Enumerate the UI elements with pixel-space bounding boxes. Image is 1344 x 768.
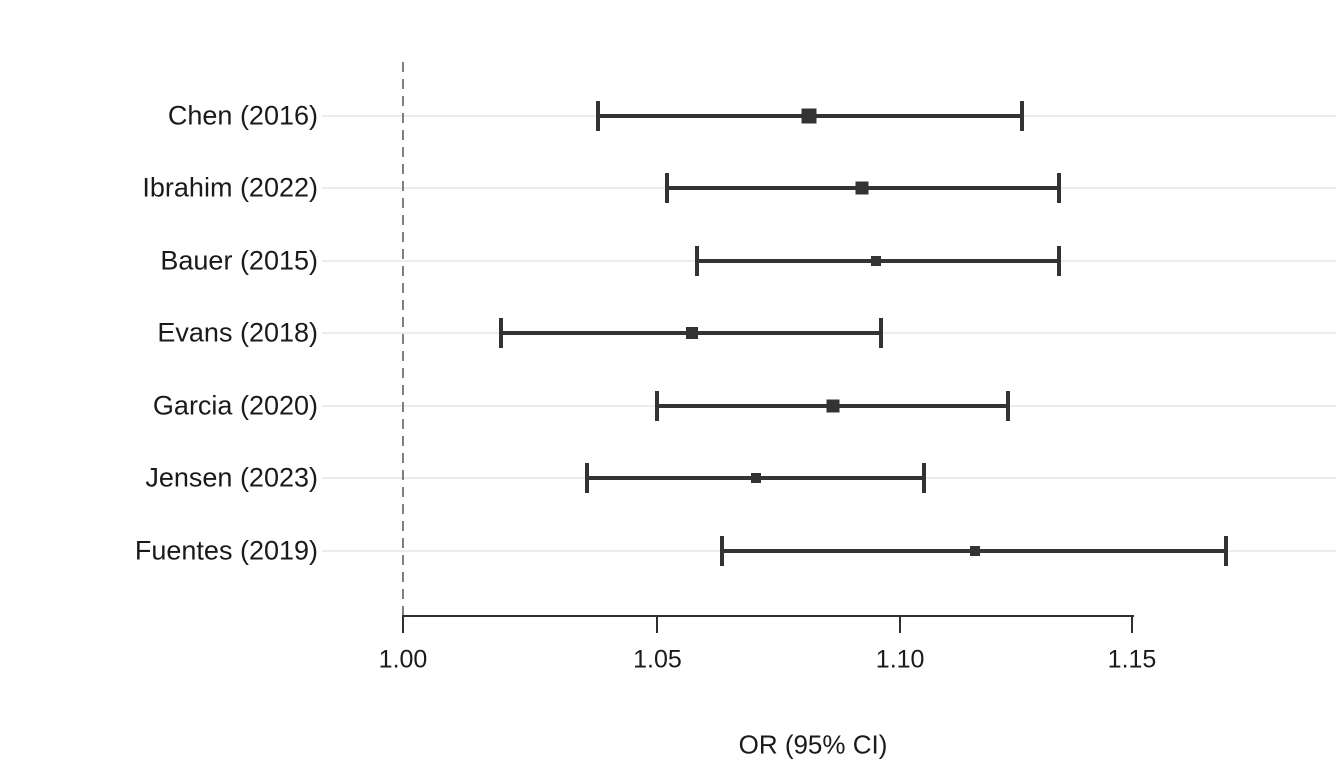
ci-cap-right (1224, 535, 1229, 566)
study-label: Fuentes (2019) (134, 535, 318, 566)
point-estimate-marker (801, 108, 817, 123)
ci-cap-left (585, 463, 590, 494)
ci-cap-left (655, 390, 660, 421)
ci-cap-left (595, 100, 600, 131)
ci-cap-right (1056, 173, 1061, 204)
ci-cap-left (719, 535, 724, 566)
study-label: Ibrahim (2022) (142, 172, 318, 203)
x-axis-tick (899, 615, 902, 633)
point-estimate-marker (871, 255, 882, 266)
ci-cap-right (1006, 390, 1011, 421)
ci-cap-right (921, 463, 926, 494)
x-axis-tick-label: 1.05 (633, 645, 682, 674)
x-axis-title: OR (95% CI) (738, 729, 888, 760)
x-axis-tick-label: 1.10 (875, 645, 925, 674)
ci-cap-right (879, 318, 884, 349)
x-axis-tick (402, 615, 404, 633)
x-axis-tick (656, 615, 659, 633)
x-axis-line (403, 615, 1134, 617)
point-estimate-marker (970, 545, 981, 556)
ci-cap-left (499, 318, 504, 349)
point-estimate-marker (826, 399, 840, 413)
ci-cap-left (665, 173, 670, 204)
study-label: Garcia (2020) (152, 390, 318, 421)
study-label: Chen (2016) (167, 100, 318, 130)
ci-cap-left (695, 245, 700, 276)
reference-line (402, 62, 404, 633)
study-label: Jensen (2023) (145, 462, 318, 493)
study-label: Bauer (2015) (160, 245, 318, 276)
study-label: Evans (2018) (157, 317, 318, 348)
point-estimate-marker (686, 327, 699, 340)
x-axis-tick-label: 1.15 (1107, 645, 1157, 674)
point-estimate-marker (750, 473, 761, 484)
ci-cap-right (1056, 245, 1061, 276)
point-estimate-marker (855, 181, 869, 195)
x-axis-tick (1131, 615, 1133, 633)
ci-cap-right (1019, 100, 1024, 131)
x-axis-tick-label: 1.00 (378, 645, 428, 674)
